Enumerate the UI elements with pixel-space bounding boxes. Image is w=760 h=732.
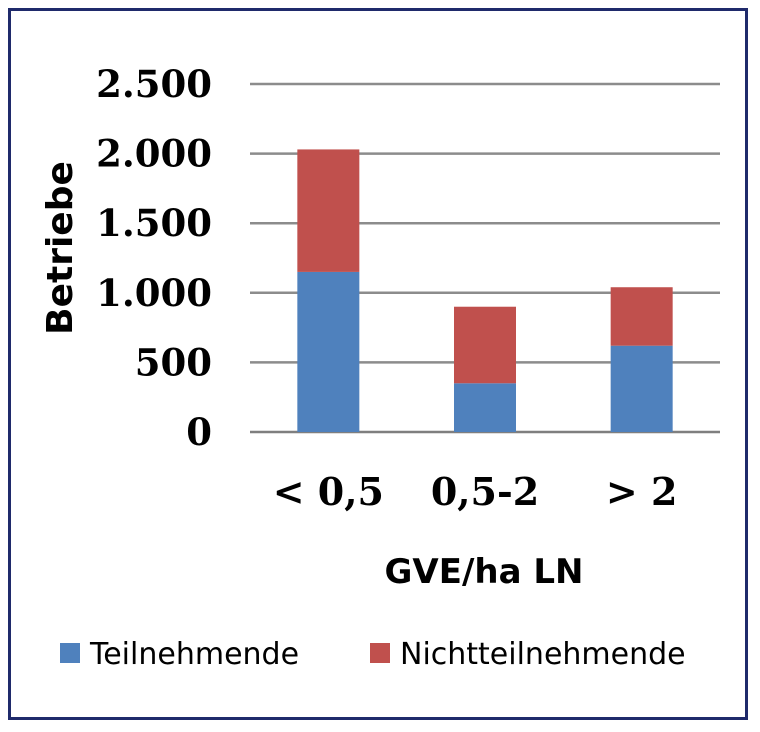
legend-swatch xyxy=(60,643,80,663)
y-tick-labels: 0 500 1.000 1.500 2.000 2.500 xyxy=(96,62,212,454)
y-tick-label: 2.500 xyxy=(96,62,212,106)
y-tick-label: 2.000 xyxy=(96,132,212,176)
x-axis-label: GVE/ha LN xyxy=(385,552,584,592)
bars xyxy=(297,149,673,432)
legend-label: Teilnehmende xyxy=(89,637,299,672)
y-tick-label: 500 xyxy=(135,340,212,384)
x-tick-label: > 2 xyxy=(606,469,678,514)
bar-teilnehmende xyxy=(454,383,516,432)
y-axis-label: Betriebe xyxy=(40,161,81,335)
y-tick-label: 1.000 xyxy=(96,271,212,315)
bar-nichtteilnehmende xyxy=(610,287,673,346)
legend-label: Nichtteilnehmende xyxy=(400,637,686,672)
bar-nichtteilnehmende xyxy=(297,149,360,272)
x-tick-label: 0,5-2 xyxy=(431,469,539,514)
bar-teilnehmende xyxy=(297,271,360,432)
y-tick-label: 0 xyxy=(186,410,212,454)
bar-nichtteilnehmende xyxy=(454,306,516,384)
x-tick-label: < 0,5 xyxy=(273,469,384,514)
bar-teilnehmende xyxy=(610,345,673,432)
legend-swatch xyxy=(370,643,390,663)
legend: Teilnehmende Nichtteilnehmende xyxy=(60,637,686,672)
x-tick-labels: < 0,5 0,5-2 > 2 xyxy=(273,469,678,514)
y-tick-label: 1.500 xyxy=(96,201,212,245)
